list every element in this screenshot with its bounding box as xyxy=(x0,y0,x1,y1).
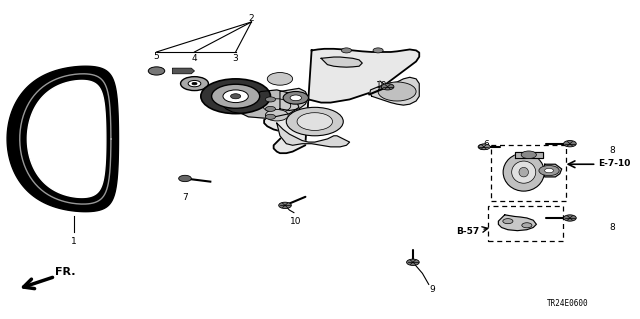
Circle shape xyxy=(263,99,291,113)
Polygon shape xyxy=(280,88,308,110)
Text: 9: 9 xyxy=(429,285,435,294)
Text: 5: 5 xyxy=(154,52,159,61)
Circle shape xyxy=(564,141,576,147)
Text: 1: 1 xyxy=(71,237,77,246)
Circle shape xyxy=(522,223,532,228)
Circle shape xyxy=(290,95,301,101)
Circle shape xyxy=(373,48,383,53)
Circle shape xyxy=(266,109,288,121)
Circle shape xyxy=(223,90,248,103)
Circle shape xyxy=(381,84,394,90)
Circle shape xyxy=(268,72,292,85)
FancyArrow shape xyxy=(172,68,195,74)
Text: 7: 7 xyxy=(182,193,188,202)
Ellipse shape xyxy=(503,153,544,191)
Circle shape xyxy=(201,79,271,114)
Circle shape xyxy=(479,144,490,150)
Polygon shape xyxy=(370,77,419,105)
Polygon shape xyxy=(321,57,362,67)
Polygon shape xyxy=(545,164,562,177)
Circle shape xyxy=(266,114,276,119)
Text: FR.: FR. xyxy=(55,267,76,277)
Circle shape xyxy=(521,151,536,159)
Circle shape xyxy=(564,215,576,221)
Text: 8: 8 xyxy=(609,145,615,154)
Text: 10: 10 xyxy=(290,217,301,226)
Text: 2: 2 xyxy=(249,14,254,23)
Circle shape xyxy=(478,144,490,150)
Text: 4: 4 xyxy=(191,54,197,63)
Circle shape xyxy=(539,166,559,176)
Circle shape xyxy=(406,259,419,265)
Polygon shape xyxy=(276,123,349,147)
Text: 10: 10 xyxy=(376,81,387,90)
Text: TR24E0600: TR24E0600 xyxy=(547,299,589,308)
Circle shape xyxy=(192,82,197,85)
Circle shape xyxy=(286,107,343,136)
Polygon shape xyxy=(220,90,299,118)
Circle shape xyxy=(545,168,554,173)
Circle shape xyxy=(188,80,201,87)
Polygon shape xyxy=(28,80,106,197)
Circle shape xyxy=(212,84,260,108)
Circle shape xyxy=(266,97,276,102)
Circle shape xyxy=(266,106,276,111)
Polygon shape xyxy=(264,49,419,153)
Circle shape xyxy=(297,113,333,130)
Circle shape xyxy=(378,82,416,101)
Circle shape xyxy=(148,67,164,75)
Text: 6: 6 xyxy=(483,140,489,149)
Text: E-7-10: E-7-10 xyxy=(598,159,631,168)
Circle shape xyxy=(283,92,308,104)
Ellipse shape xyxy=(519,167,529,177)
Circle shape xyxy=(503,219,513,224)
Polygon shape xyxy=(515,152,543,158)
Circle shape xyxy=(230,94,241,99)
Circle shape xyxy=(179,175,191,182)
Circle shape xyxy=(341,48,351,53)
Text: 8: 8 xyxy=(609,223,615,232)
Text: B-57: B-57 xyxy=(456,227,479,236)
Ellipse shape xyxy=(512,161,536,183)
Polygon shape xyxy=(7,66,118,212)
Polygon shape xyxy=(499,215,536,231)
Circle shape xyxy=(278,202,291,209)
Text: 3: 3 xyxy=(233,54,239,63)
Circle shape xyxy=(180,77,209,91)
